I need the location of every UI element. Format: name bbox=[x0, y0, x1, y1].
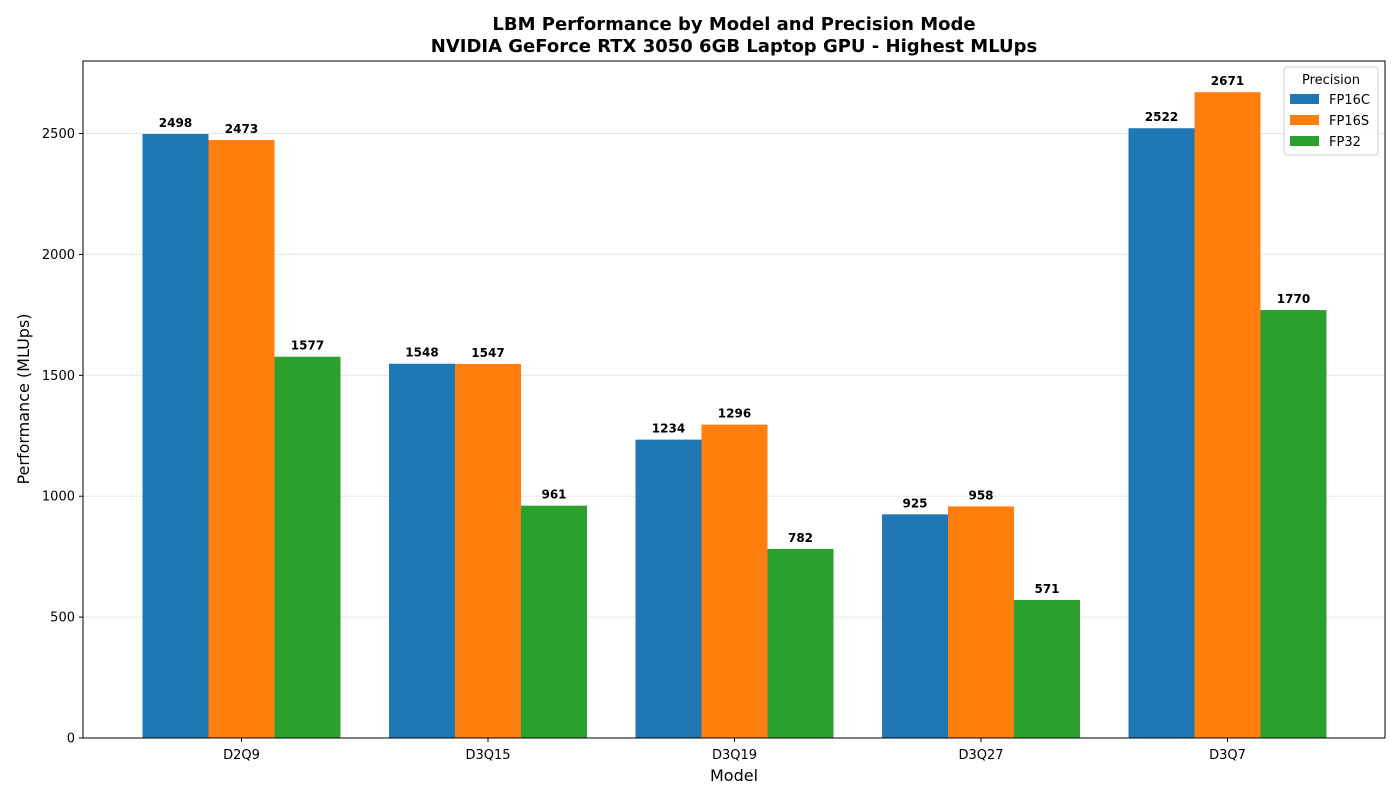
legend-label-fp32: FP32 bbox=[1329, 135, 1361, 150]
data-label: 2498 bbox=[159, 116, 192, 130]
x-tick-label: D2Q9 bbox=[223, 748, 260, 763]
data-label: 1547 bbox=[471, 346, 504, 360]
x-tick-label: D3Q7 bbox=[1209, 748, 1246, 763]
data-label: 1296 bbox=[718, 407, 751, 421]
data-labels-group: 2498 2473 1577 1548 1547 961 1234 1296 782 925 958… bbox=[159, 74, 1310, 596]
legend-label-fp16c: FP16C bbox=[1329, 93, 1370, 108]
data-label: 2522 bbox=[1145, 110, 1178, 124]
y-tick-label: 1500 bbox=[42, 369, 75, 384]
x-tick-label: D3Q19 bbox=[712, 748, 757, 763]
data-label: 1548 bbox=[405, 346, 438, 360]
bar-fp16c-d3q15 bbox=[389, 363, 455, 738]
x-tick-label: D3Q15 bbox=[465, 748, 510, 763]
bar-fp32-d3q7 bbox=[1260, 310, 1327, 738]
y-tick-label: 500 bbox=[50, 611, 75, 626]
data-label: 925 bbox=[902, 496, 927, 510]
bar-fp32-d3q15 bbox=[521, 505, 587, 738]
data-label: 782 bbox=[788, 531, 813, 545]
data-label: 1234 bbox=[652, 422, 685, 436]
y-tick-label: 2000 bbox=[42, 248, 75, 263]
bar-fp16c-d3q7 bbox=[1128, 128, 1195, 738]
legend-label-fp16s: FP16S bbox=[1329, 114, 1369, 129]
data-label: 2671 bbox=[1211, 74, 1244, 88]
bar-fp16c-d3q19 bbox=[635, 439, 702, 738]
bar-fp16s-d3q15 bbox=[455, 363, 521, 738]
bar-fp32-d3q19 bbox=[767, 548, 834, 738]
x-axis-ticks: D2Q9 D3Q15 D3Q19 D3Q27 D3Q7 bbox=[223, 738, 1246, 763]
y-tick-label: 0 bbox=[67, 732, 75, 747]
bar-fp16s-d2q9 bbox=[208, 140, 275, 738]
data-label: 958 bbox=[968, 488, 993, 502]
bar-fp32-d2q9 bbox=[274, 356, 341, 738]
legend: Precision FP16C FP16S FP32 bbox=[1283, 66, 1379, 156]
data-label: 571 bbox=[1034, 582, 1059, 596]
y-axis-ticks: 0 500 1000 1500 2000 2500 bbox=[42, 127, 83, 747]
y-axis-label: Performance (MLUps) bbox=[14, 313, 33, 484]
data-label: 1770 bbox=[1277, 292, 1310, 306]
bar-fp32-d3q27 bbox=[1014, 599, 1080, 738]
legend-swatch-fp16s bbox=[1290, 115, 1319, 125]
legend-items: FP16C FP16S FP32 bbox=[1290, 93, 1370, 150]
y-tick-label: 1000 bbox=[42, 490, 75, 505]
bar-fp16s-d3q27 bbox=[948, 506, 1014, 738]
chart-title: LBM Performance by Model and Precision M… bbox=[492, 14, 975, 35]
legend-swatch-fp32 bbox=[1290, 136, 1319, 146]
bar-fp16c-d3q27 bbox=[882, 514, 948, 738]
legend-box bbox=[1283, 66, 1379, 156]
x-tick-label: D3Q27 bbox=[958, 748, 1003, 763]
bar-fp16s-d3q7 bbox=[1194, 92, 1261, 738]
x-axis-label: Model bbox=[710, 766, 758, 785]
legend-title: Precision bbox=[1302, 73, 1360, 88]
bar-fp16s-d3q19 bbox=[701, 424, 768, 738]
y-tick-label: 2500 bbox=[42, 127, 75, 142]
data-label: 961 bbox=[541, 488, 566, 502]
data-label: 2473 bbox=[225, 122, 258, 136]
bars-group bbox=[142, 92, 1327, 738]
data-label: 1577 bbox=[291, 339, 324, 353]
chart-subtitle: NVIDIA GeForce RTX 3050 6GB Laptop GPU -… bbox=[431, 36, 1037, 57]
bar-fp16c-d2q9 bbox=[142, 134, 209, 738]
legend-swatch-fp16c bbox=[1290, 94, 1319, 104]
